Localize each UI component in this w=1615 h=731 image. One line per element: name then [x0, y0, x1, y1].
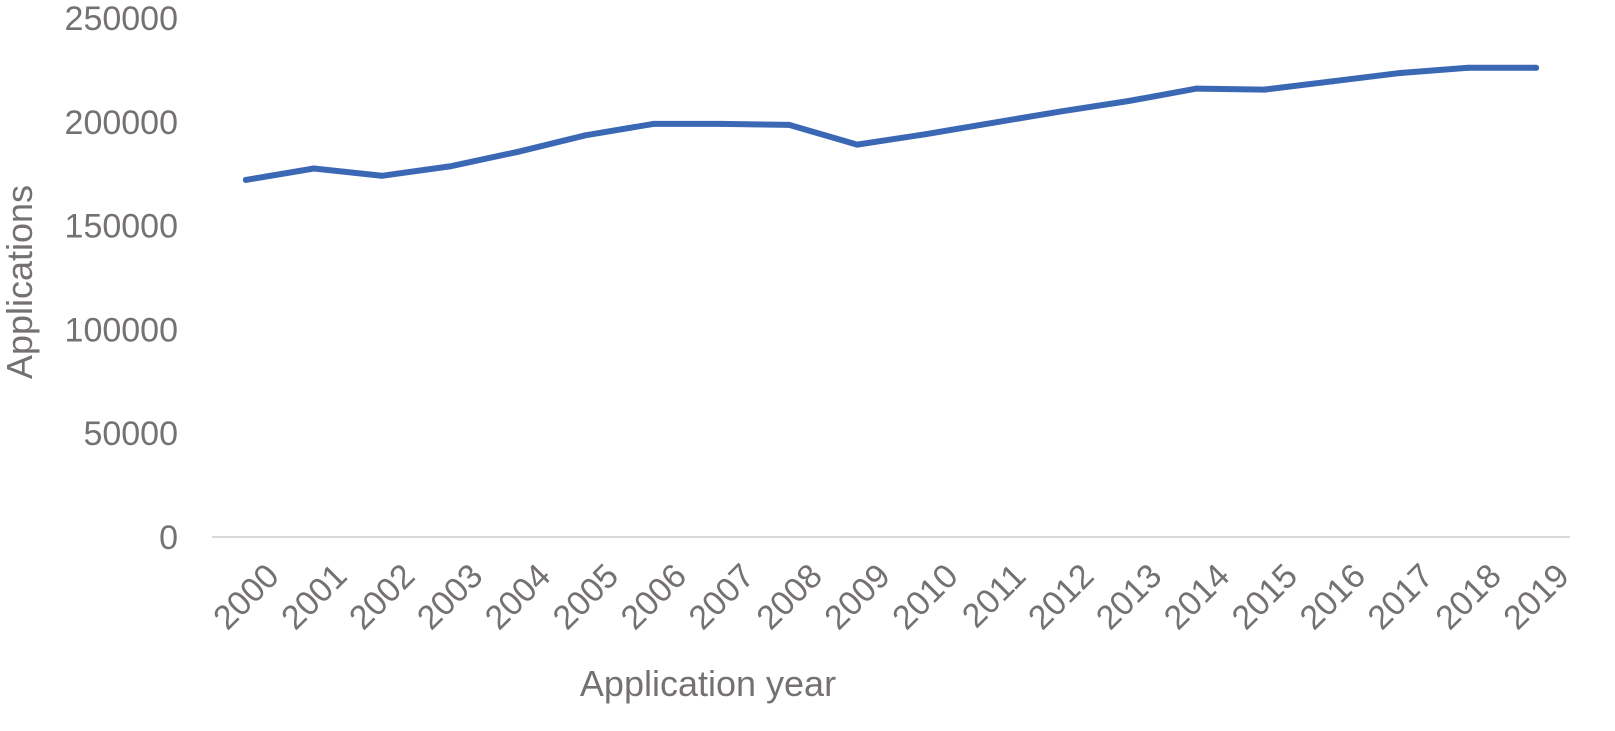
x-tick-label: 2017: [1361, 557, 1441, 637]
data-point: [786, 122, 792, 128]
y-axis-title: Applications: [0, 185, 40, 379]
x-tick-label: 2014: [1157, 557, 1237, 637]
data-point: [379, 173, 385, 179]
x-tick-label: 2016: [1293, 557, 1373, 637]
x-tick-label: 2002: [342, 557, 422, 637]
x-axis-title: Application year: [580, 663, 836, 704]
data-point: [990, 120, 996, 126]
data-point: [1465, 65, 1471, 71]
x-tick-label: 2015: [1225, 557, 1305, 637]
x-tick-label: 2018: [1428, 557, 1508, 637]
y-tick-label: 250000: [65, 0, 178, 38]
y-tick-label: 150000: [65, 208, 178, 246]
x-tick-label: 2010: [885, 557, 965, 637]
x-tick-label: 2000: [206, 557, 286, 637]
x-tick-label: 2011: [955, 557, 1034, 636]
data-point: [1058, 108, 1064, 114]
x-tick-label: 2007: [682, 557, 762, 637]
x-tick-label: 2006: [614, 557, 694, 637]
data-point: [582, 132, 588, 138]
data-point: [922, 131, 928, 137]
x-tick-label: 2012: [1021, 557, 1101, 637]
x-tick-label: 2013: [1089, 557, 1169, 637]
data-point: [447, 163, 453, 169]
data-point: [854, 142, 860, 148]
series-line: [246, 68, 1536, 180]
x-tick-label: 2008: [749, 557, 829, 637]
data-point: [515, 149, 521, 155]
x-axis-ticks: 2000200120022003200420052006200720082009…: [206, 557, 1576, 637]
data-point: [1194, 86, 1200, 92]
y-axis-ticks: 0 50000 100000 150000 200000 250000: [65, 0, 178, 557]
data-point: [1397, 70, 1403, 76]
y-tick-label: 50000: [83, 415, 178, 453]
data-point: [1329, 78, 1335, 84]
y-tick-label: 200000: [65, 104, 178, 142]
data-point: [243, 177, 249, 183]
data-point: [718, 121, 724, 127]
y-tick-label: 0: [159, 519, 178, 557]
data-point: [1126, 98, 1132, 104]
x-tick-label: 2003: [410, 557, 490, 637]
data-point: [311, 166, 317, 172]
x-tick-label: 2009: [817, 557, 897, 637]
x-tick-label: 2004: [478, 557, 558, 637]
data-point: [650, 121, 656, 127]
y-tick-label: 100000: [65, 311, 178, 349]
data-point: [1261, 87, 1267, 93]
x-tick-label: 2005: [546, 557, 626, 637]
x-tick-label: 2019: [1496, 557, 1576, 637]
x-tick-label: 2001: [274, 557, 354, 637]
data-point: [1533, 65, 1539, 71]
